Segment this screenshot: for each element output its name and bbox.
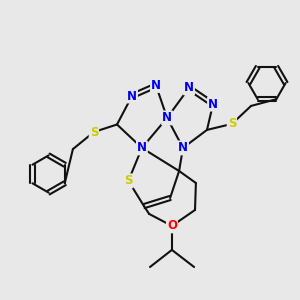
Text: N: N	[178, 141, 188, 154]
Text: N: N	[184, 81, 194, 94]
Text: S: S	[124, 174, 133, 188]
Text: N: N	[162, 111, 172, 124]
Text: N: N	[137, 141, 147, 154]
Text: N: N	[127, 89, 137, 103]
Text: S: S	[90, 125, 98, 139]
Text: S: S	[228, 117, 236, 130]
Text: N: N	[151, 79, 161, 92]
Text: N: N	[208, 98, 218, 111]
Text: O: O	[167, 219, 177, 232]
